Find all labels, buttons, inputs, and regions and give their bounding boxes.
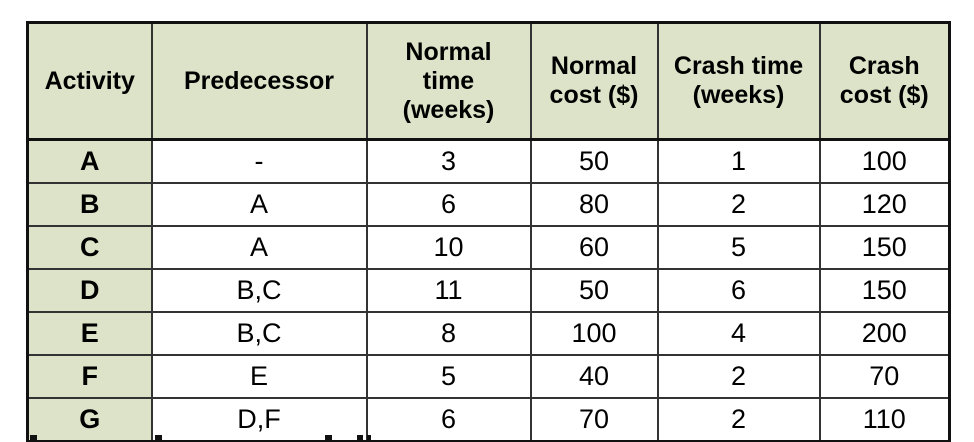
cell-normal-cost: 50 <box>529 138 659 184</box>
table-row: F E 5 40 2 70 <box>26 354 951 399</box>
cell-crash-time: 2 <box>656 354 821 399</box>
header-row: Activity Predecessor Normal time (weeks)… <box>26 21 951 141</box>
cell-normal-cost: 100 <box>529 311 659 356</box>
cell-predecessor: A <box>150 225 368 270</box>
cell-normal-time: 8 <box>365 311 532 356</box>
cell-crash-cost: 120 <box>818 182 951 227</box>
cell-activity: F <box>26 354 153 399</box>
clipped-text-remnant <box>357 435 363 442</box>
cell-crash-cost: 150 <box>818 225 951 270</box>
cell-normal-cost: 50 <box>529 268 659 313</box>
cell-activity: A <box>26 138 153 184</box>
column-header-predecessor: Predecessor <box>150 21 368 141</box>
cell-normal-time: 5 <box>365 354 532 399</box>
table-row: G D,F 6 70 2 110 <box>26 397 951 442</box>
cell-normal-time: 11 <box>365 268 532 313</box>
cell-normal-cost: 40 <box>529 354 659 399</box>
cell-predecessor: - <box>150 138 368 184</box>
cell-activity: D <box>26 268 153 313</box>
cell-predecessor: B,C <box>150 311 368 356</box>
cell-crash-time: 5 <box>656 225 821 270</box>
cell-crash-time: 6 <box>656 268 821 313</box>
cell-normal-time: 3 <box>365 138 532 184</box>
cell-crash-cost: 200 <box>818 311 951 356</box>
clipped-text-line <box>0 435 974 442</box>
clipped-text-remnant <box>367 435 371 442</box>
clipped-text-remnant <box>30 435 37 442</box>
cell-predecessor: D,F <box>150 397 368 442</box>
clipped-text-remnant <box>155 435 162 442</box>
table-row: E B,C 8 100 4 200 <box>26 311 951 356</box>
activity-crash-cost-table: Activity Predecessor Normal time (weeks)… <box>26 21 951 442</box>
table-row: D B,C 11 50 6 150 <box>26 268 951 313</box>
cell-predecessor: B,C <box>150 268 368 313</box>
cell-crash-cost: 70 <box>818 354 951 399</box>
cell-normal-cost: 60 <box>529 225 659 270</box>
column-header-normal-time: Normal time (weeks) <box>365 21 532 141</box>
column-header-normal-cost: Normal cost ($) <box>529 21 659 141</box>
cell-normal-time: 10 <box>365 225 532 270</box>
cell-predecessor: E <box>150 354 368 399</box>
cell-activity: E <box>26 311 153 356</box>
clipped-text-remnant <box>325 435 332 442</box>
cell-crash-time: 2 <box>656 397 821 442</box>
cell-crash-time: 2 <box>656 182 821 227</box>
table-row: C A 10 60 5 150 <box>26 225 951 270</box>
cell-activity: G <box>26 397 153 442</box>
cell-crash-cost: 110 <box>818 397 951 442</box>
cell-crash-cost: 100 <box>818 138 951 184</box>
cell-crash-cost: 150 <box>818 268 951 313</box>
cell-activity: C <box>26 225 153 270</box>
cell-normal-time: 6 <box>365 397 532 442</box>
cell-normal-time: 6 <box>365 182 532 227</box>
column-header-crash-time: Crash time (weeks) <box>656 21 821 141</box>
table-row: B A 6 80 2 120 <box>26 182 951 227</box>
column-header-activity: Activity <box>26 21 153 141</box>
cell-crash-time: 1 <box>656 138 821 184</box>
table-row: A - 3 50 1 100 <box>26 138 951 184</box>
cell-activity: B <box>26 182 153 227</box>
cell-predecessor: A <box>150 182 368 227</box>
column-header-crash-cost: Crash cost ($) <box>818 21 951 141</box>
cell-normal-cost: 80 <box>529 182 659 227</box>
cell-normal-cost: 70 <box>529 397 659 442</box>
cell-crash-time: 4 <box>656 311 821 356</box>
